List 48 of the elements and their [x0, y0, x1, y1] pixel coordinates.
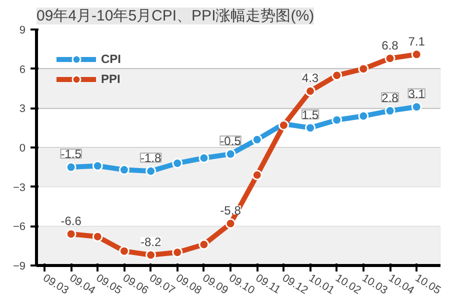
- data-label: -1.8: [140, 151, 162, 166]
- data-label: 2.8: [382, 90, 399, 105]
- data-label: -0.5: [220, 134, 242, 148]
- point: [252, 170, 262, 180]
- data-label: 6.8: [382, 38, 399, 52]
- y-tick-label: −6: [12, 221, 26, 234]
- point: [225, 218, 236, 229]
- point: [332, 70, 342, 81]
- x-tick-label: 09.07: [147, 272, 177, 297]
- point: [384, 53, 396, 64]
- point: [118, 164, 130, 176]
- data-label: -5.8: [220, 204, 242, 218]
- y-tick-label: −3: [12, 182, 26, 194]
- data-label: 1.5: [302, 108, 319, 122]
- point: [332, 114, 342, 126]
- point: [411, 49, 422, 60]
- chart-title: 09年4月-10年5月CPI、PPI涨幅走势图(%): [36, 8, 314, 24]
- legend-label: CPI: [101, 52, 122, 66]
- point: [225, 148, 236, 160]
- y-tick-label: 0: [19, 142, 26, 154]
- point: [305, 122, 316, 134]
- point: [66, 162, 76, 172]
- point: [66, 228, 76, 240]
- point: [305, 86, 316, 96]
- point: [358, 110, 369, 122]
- point: [146, 166, 156, 176]
- point: [92, 160, 103, 172]
- y-tick-label: 3: [19, 103, 26, 116]
- data-label: -8.2: [140, 235, 162, 250]
- point: [198, 239, 210, 250]
- data-label: 4.3: [302, 71, 319, 86]
- point: [252, 134, 262, 145]
- data-label: 3.1: [408, 86, 426, 101]
- legend-label: PPI: [101, 72, 121, 86]
- data-label: 7.1: [408, 34, 426, 48]
- data-label: -1.5: [60, 147, 82, 162]
- point: [172, 247, 183, 258]
- point: [146, 250, 156, 260]
- point: [198, 152, 210, 164]
- point: [92, 231, 103, 242]
- point: [411, 102, 422, 112]
- point: [118, 246, 130, 256]
- y-tick-label: 6: [19, 64, 26, 76]
- data-label: -6.6: [60, 214, 82, 228]
- y-tick-label: 9: [19, 24, 26, 36]
- y-tick-label: −9: [12, 260, 26, 272]
- point: [358, 64, 369, 74]
- point: [172, 158, 183, 168]
